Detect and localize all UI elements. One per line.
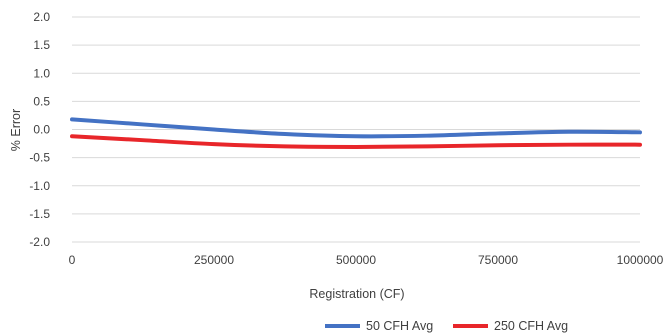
y-tick-labels: 2.0 1.5 1.0 0.5 0.0 -0.5 -1.0 -1.5 -2.0 bbox=[29, 10, 50, 249]
y-tick-label: -1.0 bbox=[29, 179, 50, 193]
gridlines bbox=[72, 16, 640, 243]
x-tick-label: 750000 bbox=[478, 253, 518, 267]
x-tick-label: 500000 bbox=[336, 253, 376, 267]
series-lines bbox=[70, 117, 642, 149]
y-tick-label: -1.5 bbox=[29, 207, 50, 221]
x-tick-label: 250000 bbox=[194, 253, 234, 267]
legend: 50 CFH Avg 250 CFH Avg bbox=[325, 319, 568, 333]
series-line-1 bbox=[70, 117, 642, 139]
y-tick-label: 0.0 bbox=[33, 123, 50, 137]
y-tick-label: 0.5 bbox=[33, 94, 50, 108]
x-tick-label: 0 bbox=[69, 253, 76, 267]
x-tick-labels: 0 250000 500000 750000 1000000 bbox=[69, 253, 664, 267]
y-axis-title: % Error bbox=[9, 109, 23, 151]
y-tick-label: -0.5 bbox=[29, 151, 50, 165]
y-tick-label: -2.0 bbox=[29, 235, 50, 249]
series-line-2 bbox=[70, 134, 642, 149]
legend-label-series-1: 50 CFH Avg bbox=[366, 319, 433, 333]
y-tick-label: 1.5 bbox=[33, 38, 50, 52]
legend-label-series-2: 250 CFH Avg bbox=[494, 319, 568, 333]
y-tick-label: 1.0 bbox=[33, 66, 50, 80]
y-tick-label: 2.0 bbox=[33, 10, 50, 24]
x-axis-title: Registration (CF) bbox=[309, 287, 404, 301]
x-tick-label: 1000000 bbox=[617, 253, 664, 267]
